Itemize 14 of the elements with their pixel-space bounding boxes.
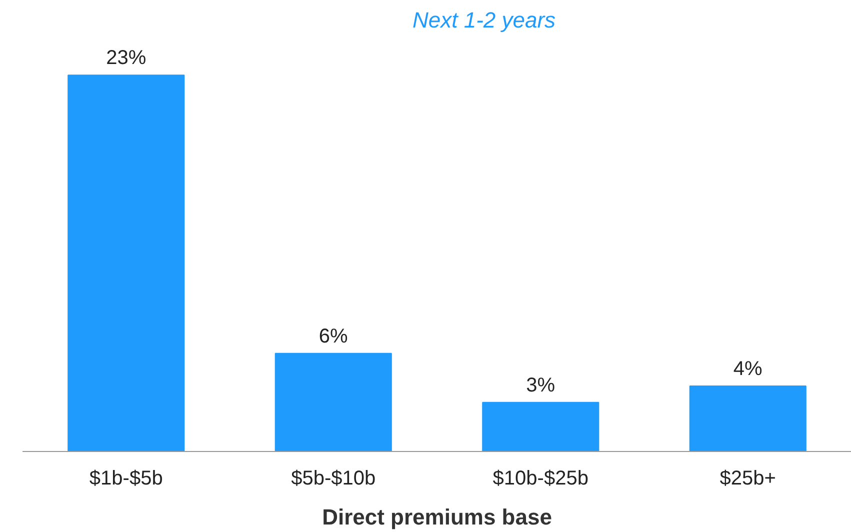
bar — [689, 386, 806, 452]
bar — [482, 402, 600, 452]
x-tick-label: $5b-$10b — [291, 468, 376, 490]
bar — [274, 352, 392, 452]
x-tick-label: $25b+ — [720, 468, 776, 490]
bar — [68, 74, 185, 452]
x-tick-label: $1b-$5b — [89, 468, 163, 490]
data-label: 23% — [106, 47, 146, 70]
data-label: 4% — [733, 358, 763, 380]
x-axis-title: Direct premiums base — [322, 504, 552, 530]
x-tick-label: $10b-$25b — [492, 468, 588, 490]
data-label: 6% — [318, 325, 348, 348]
data-label: 3% — [526, 374, 556, 396]
chart-subtitle: Next 1-2 years — [412, 8, 556, 32]
